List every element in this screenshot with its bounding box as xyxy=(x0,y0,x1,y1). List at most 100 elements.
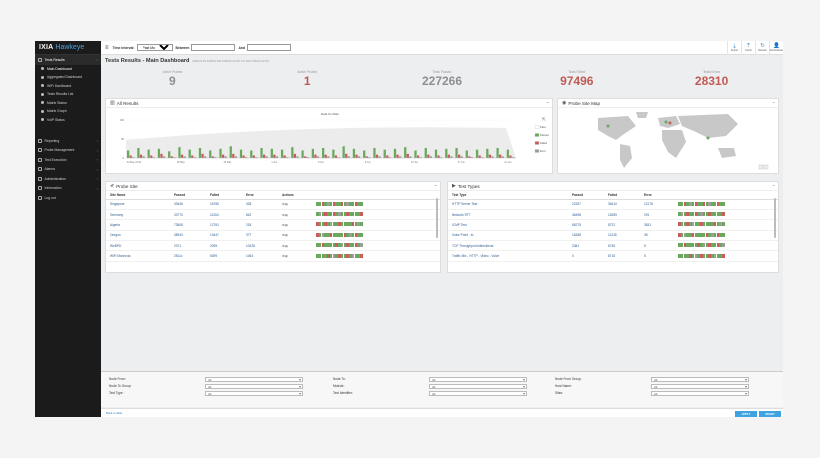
table-cell[interactable]: Algeria xyxy=(106,219,170,231)
and-input[interactable] xyxy=(247,44,292,51)
filter-select[interactable]: All xyxy=(651,376,749,382)
sidebar-group-5[interactable]: Administration ‹ xyxy=(35,174,101,184)
menu-icon[interactable]: ≡ xyxy=(105,44,109,51)
sidebar-item[interactable]: Main Dashboard xyxy=(35,65,101,74)
filter-select[interactable]: All xyxy=(429,376,527,382)
table-cell[interactable]: Singapore xyxy=(106,199,170,210)
x-tick-label: 21 Jun xyxy=(504,161,512,164)
bar-error xyxy=(460,156,463,158)
column-header[interactable]: Test Type xyxy=(448,191,568,200)
scrollbar[interactable] xyxy=(436,198,438,238)
column-header[interactable]: Site Name xyxy=(106,191,170,200)
sidebar-item[interactable]: Tests Results List xyxy=(35,90,101,99)
filter-select[interactable]: All xyxy=(651,390,749,396)
collapse-icon[interactable]: – xyxy=(546,100,549,106)
column-header[interactable]: Passed xyxy=(568,191,604,200)
stat-label: Tests Failed xyxy=(568,70,586,74)
actions-icon[interactable]: ⚙▤ xyxy=(282,222,288,227)
reset-button[interactable]: RESET xyxy=(759,410,781,417)
filter-select[interactable]: All xyxy=(429,383,527,389)
filter-select[interactable]: All xyxy=(651,383,749,389)
user-button[interactable]: 👤 Administrator xyxy=(769,41,783,55)
bullet-icon xyxy=(41,84,44,88)
actions-icon[interactable]: ⚙▤ xyxy=(282,243,288,248)
status-segment xyxy=(335,253,338,258)
table-row[interactable]: HTTP Server Test 22287 36410 12178 xyxy=(448,199,778,210)
table-row[interactable]: WiFi Monrovia 2511c 6399 1064 ⚙▤ xyxy=(106,250,440,262)
column-header[interactable]: Error xyxy=(640,191,676,200)
table-row[interactable]: WeBPD 2371 2095 10228 ⚙▤ xyxy=(106,240,440,252)
actions-icon[interactable]: ⚙▤ xyxy=(282,202,288,207)
world-map[interactable] xyxy=(558,108,780,174)
scrollbar[interactable] xyxy=(774,198,776,238)
column-header[interactable]: Failed xyxy=(604,191,640,200)
page-title: Tests Results - Main Dashboard RESULTS FR… xyxy=(105,58,269,64)
actions-icon[interactable]: ⚙▤ xyxy=(282,254,288,259)
sidebar-group-3[interactable]: Test Execution ‹ xyxy=(35,155,101,165)
table-cell[interactable]: Oregon xyxy=(106,230,170,242)
download-button[interactable]: ⤓ Export xyxy=(727,41,741,55)
status-segment xyxy=(708,243,711,248)
table-row[interactable]: Voice Point - to 16288 11245 38 xyxy=(448,230,778,242)
table-row[interactable]: Germany 33770 11264 842 ⚙▤ xyxy=(106,209,440,221)
status-segment xyxy=(338,232,341,237)
bullet-icon xyxy=(41,101,44,105)
filter-select[interactable]: All xyxy=(205,390,303,396)
table-row[interactable]: Algeria 73508 17291 218 ⚙▤ xyxy=(106,219,440,231)
brand-logo[interactable]: IXIA Hawkeye xyxy=(35,41,101,55)
bar-failed xyxy=(406,153,409,158)
sidebar-group-0[interactable]: Tests Results ‹ xyxy=(35,55,101,65)
sidebar-group-4[interactable]: Alarms ‹ xyxy=(35,165,101,175)
table-cell[interactable]: TCP Throughput bidirectional xyxy=(448,240,568,252)
filter-select[interactable]: All xyxy=(205,383,303,389)
actions-icon[interactable]: ⚙▤ xyxy=(282,212,288,217)
table-row[interactable]: Network RTT 46498 15289 291 xyxy=(448,209,778,221)
table-cell: 15289 xyxy=(604,209,640,221)
table-cell[interactable]: ICMP Test xyxy=(448,219,568,231)
collapse-icon[interactable]: – xyxy=(434,183,437,189)
table-row[interactable]: Singapore 33646 16765 328 ⚙▤ xyxy=(106,199,440,210)
back-to-table-link[interactable]: Back to table xyxy=(106,411,123,415)
user-icon: 👤 xyxy=(773,43,780,49)
column-header[interactable]: Failed xyxy=(206,191,242,200)
sidebar-group-2[interactable]: Probe Management ‹ xyxy=(35,146,101,156)
filter-select[interactable]: All xyxy=(429,390,527,396)
bar-error xyxy=(265,156,268,158)
export-chart-icon[interactable]: ⇱ xyxy=(542,117,546,123)
collapse-icon[interactable]: – xyxy=(772,100,775,106)
sidebar-item[interactable]: VoIP Status xyxy=(35,116,101,125)
table-row[interactable]: TCP Throughput bidirectional 2381 6735 5 xyxy=(448,240,778,252)
upload-button[interactable]: ⤒ Import xyxy=(741,41,755,55)
table-cell[interactable]: Voice Point - to xyxy=(448,230,568,242)
table-cell[interactable]: Traffic Mix - HTTP - Video - Voice xyxy=(448,250,568,262)
between-input[interactable] xyxy=(191,44,236,51)
column-header[interactable]: Passed xyxy=(170,191,206,200)
time-interval-select[interactable]: Past Month xyxy=(136,44,173,51)
status-segment xyxy=(708,212,711,217)
sidebar-item[interactable]: WiFi Dashboard xyxy=(35,82,101,91)
sidebar-item[interactable]: Aggregated Dashboard xyxy=(35,73,101,82)
column-header[interactable]: Error xyxy=(242,191,278,200)
sidebar-group-6[interactable]: Information ‹ xyxy=(35,184,101,194)
actions-icon[interactable]: ⚙▤ xyxy=(282,233,288,238)
x-tick-label: 1 Jun xyxy=(271,161,278,164)
table-row[interactable]: Traffic Mix - HTTP - Video - Voice 0 8718 5 xyxy=(448,250,778,262)
table-cell[interactable]: Germany xyxy=(106,209,170,221)
table-cell[interactable]: WiFi Monrovia xyxy=(106,250,170,262)
refresh-button[interactable]: ↻ Refresh xyxy=(755,41,769,55)
table-cell[interactable]: WeBPD xyxy=(106,240,170,252)
table-cell[interactable]: HTTP Server Test xyxy=(448,199,568,210)
filter-select[interactable]: All xyxy=(205,376,303,382)
status-segment xyxy=(722,243,725,248)
apply-button[interactable]: APPLY xyxy=(735,410,757,417)
collapse-icon[interactable]: – xyxy=(772,183,775,189)
table-row[interactable]: ICMP Test 65275 8722 3831 xyxy=(448,219,778,231)
table-cell[interactable]: Network RTT xyxy=(448,209,568,221)
sidebar-group-1[interactable]: Reporting ‹ xyxy=(35,136,101,146)
sidebar-item[interactable]: Matrix Status xyxy=(35,99,101,108)
table-row[interactable]: Oregon 38943 13447 377 ⚙▤ xyxy=(106,230,440,242)
nav-group-icon xyxy=(38,148,42,153)
sidebar-item[interactable]: Matrix Graph xyxy=(35,107,101,116)
column-header[interactable]: Actions xyxy=(278,191,314,200)
sidebar-group-7[interactable]: Log out xyxy=(35,193,101,203)
